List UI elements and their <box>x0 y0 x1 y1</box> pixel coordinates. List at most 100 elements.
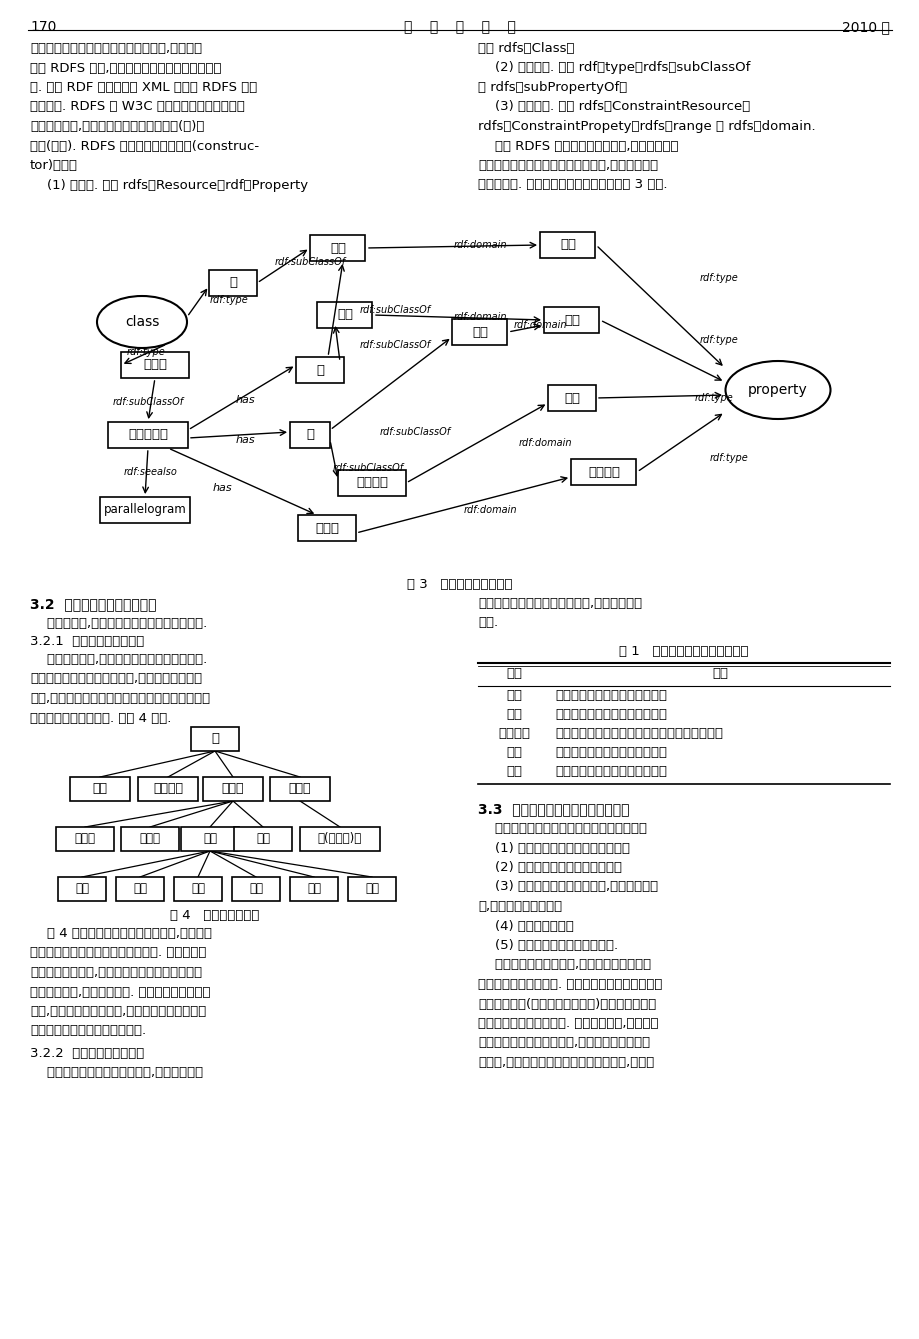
Text: 定点: 定点 <box>93 782 108 795</box>
Bar <box>203 777 263 801</box>
Text: rdf:type: rdf:type <box>694 394 733 403</box>
Bar <box>70 777 130 801</box>
Text: 作用.: 作用. <box>478 616 497 629</box>
Text: 坐标点: 坐标点 <box>74 833 96 845</box>
Text: 对角: 对角 <box>471 325 487 339</box>
Bar <box>181 828 239 852</box>
Text: 图 4 为平面上点属性类的分类结构,提取出了: 图 4 为平面上点属性类的分类结构,提取出了 <box>30 927 211 940</box>
Text: 图 4   点属性类分类树: 图 4 点属性类分类树 <box>170 909 259 923</box>
Text: 广、知识不能陈旧过时等. 除了分类结构,描述设计: 广、知识不能陈旧过时等. 除了分类结构,描述设计 <box>478 1018 658 1030</box>
Text: 相等: 相等 <box>563 313 579 327</box>
Text: 对边: 对边 <box>336 308 353 321</box>
Text: rdfs；ConstraintPropety、rdfs；range 和 rdfs；domain.: rdfs；ConstraintPropety、rdfs；range 和 rdfs… <box>478 121 815 133</box>
Bar <box>289 422 330 449</box>
Text: 的知识本体. 一个平行四边形本体描述如图 3 所示.: 的知识本体. 一个平行四边形本体描述如图 3 所示. <box>478 178 667 191</box>
Bar <box>548 386 596 411</box>
Bar <box>540 232 595 258</box>
Text: 中直接获取知识的方法. 对几何学知识源要求如下：: 中直接获取知识的方法. 对几何学知识源要求如下： <box>478 977 662 991</box>
Bar <box>544 307 599 333</box>
Text: 外心: 外心 <box>191 882 205 896</box>
Bar <box>58 877 106 901</box>
Text: 中(定比分)点: 中(定比分)点 <box>318 833 362 845</box>
Text: 我们在设计几何学本体时提出了以下原则：: 我们在设计几何学本体时提出了以下原则： <box>478 822 646 836</box>
Text: 2010 年: 2010 年 <box>841 20 889 33</box>
Text: rdf:domain: rdf:domain <box>517 438 571 449</box>
Text: 3.3  几何学本体设计方法及知识获取: 3.3 几何学本体设计方法及知识获取 <box>478 802 629 815</box>
Text: 范坻,可分为定点属性类、自由点属性类、半自由点: 范坻,可分为定点属性类、自由点属性类、半自由点 <box>30 692 210 706</box>
Text: 描述点类时所使用到的属性及关系集. 由于属性之: 描述点类时所使用到的属性及关系集. 由于属性之 <box>30 947 206 960</box>
Bar <box>174 877 221 901</box>
Text: 点: 点 <box>229 276 237 289</box>
Text: 平行: 平行 <box>505 690 521 702</box>
Text: 中心: 中心 <box>75 882 89 896</box>
Ellipse shape <box>96 296 187 348</box>
Bar <box>337 470 405 495</box>
Text: 表示一条直线与另一条直线平行: 表示一条直线与另一条直线平行 <box>554 690 666 702</box>
Text: 互补: 互补 <box>563 391 579 404</box>
Bar <box>452 319 507 345</box>
Text: 重心: 重心 <box>249 882 263 896</box>
Text: rdf:subClassOf: rdf:subClassOf <box>332 463 403 473</box>
Bar <box>298 516 356 541</box>
Bar <box>296 358 344 383</box>
Bar <box>317 303 372 328</box>
Text: 内心: 内心 <box>133 882 147 896</box>
Text: (2) 核心特性. 包括 rdf；type、rdfs；subClassOf: (2) 核心特性. 包括 rdf；type、rdfs；subClassOf <box>478 62 750 75</box>
Text: has: has <box>235 435 255 445</box>
Text: (4) 类的命名唯一；: (4) 类的命名唯一； <box>478 920 573 932</box>
Text: 属性类和约束点属性类. 如图 4 所示.: 属性类和约束点属性类. 如图 4 所示. <box>30 711 171 724</box>
Text: 几何学本体中定义了一些关系,这些关系将几: 几何学本体中定义了一些关系,这些关系将几 <box>30 1066 203 1079</box>
Text: 内切: 内切 <box>505 765 521 778</box>
Text: tor)如下：: tor)如下： <box>30 159 78 171</box>
Text: rdf:seealso: rdf:seealso <box>124 467 177 477</box>
Text: 念体系中的概念之间的关系进行描述,生成特定领域: 念体系中的概念之间的关系进行描述,生成特定领域 <box>478 159 657 171</box>
Text: 线上点: 线上点 <box>140 833 160 845</box>
Text: 同旁内角: 同旁内角 <box>356 477 388 490</box>
Text: rdf:type: rdf:type <box>210 295 248 305</box>
Text: 半自由点: 半自由点 <box>153 782 183 795</box>
Text: 垂直平分: 垂直平分 <box>497 727 529 740</box>
Text: 以及 rdfs；Class；: 以及 rdfs；Class； <box>478 42 573 55</box>
Text: rdf:subClassOf: rdf:subClassOf <box>113 396 184 407</box>
Text: 表示一条直线过另一线段的中点且与该线段垂直: 表示一条直线过另一线段的中点且与该线段垂直 <box>554 727 722 740</box>
Text: has: has <box>212 483 232 493</box>
Bar <box>289 877 337 901</box>
Text: 一个本体体系,称为点属性类. 这个本体不含有任何: 一个本体体系,称为点属性类. 这个本体不含有任何 <box>30 986 210 999</box>
Text: 平行: 平行 <box>560 238 575 252</box>
Bar <box>138 777 198 801</box>
Ellipse shape <box>725 362 830 419</box>
Text: has: has <box>235 395 255 404</box>
Text: (5) 专业知识的描述词汇专业化.: (5) 专业知识的描述词汇专业化. <box>478 939 618 952</box>
Text: 外接: 外接 <box>505 746 521 759</box>
Text: 170: 170 <box>30 20 56 33</box>
Text: rdf:type: rdf:type <box>699 335 738 345</box>
Text: 四边形: 四边形 <box>142 359 167 371</box>
Text: 对角线: 对角线 <box>314 521 338 534</box>
Text: 采用 RDFS 规范所提供的构造子,可以对领域概: 采用 RDFS 规范所提供的构造子,可以对领域概 <box>478 139 678 153</box>
Bar <box>300 828 380 852</box>
Text: class: class <box>125 315 159 329</box>
Text: 点: 点 <box>210 732 219 746</box>
Bar <box>347 877 395 901</box>
Text: 垂心: 垂心 <box>307 882 321 896</box>
Bar <box>233 828 291 852</box>
Text: 知识可信度高(如标准化的知识源)、知识覆盖面要: 知识可信度高(如标准化的知识源)、知识覆盖面要 <box>478 998 655 1011</box>
Text: rdf:domain: rdf:domain <box>513 320 566 329</box>
Text: 关系(特性). RDFS 所使用的主要构造子(construc-: 关系(特性). RDFS 所使用的主要构造子(construc- <box>30 139 259 153</box>
Bar <box>108 422 187 449</box>
Text: 关系: 关系 <box>505 667 521 680</box>
Text: 旁心: 旁心 <box>365 882 379 896</box>
Text: 间固有的层次关系,点的属性及关系本身也可形成: 间固有的层次关系,点的属性及关系本身也可形成 <box>30 965 202 979</box>
Text: rdf:domain: rdf:domain <box>453 240 506 250</box>
Text: 心点: 心点 <box>203 833 217 845</box>
Text: property: property <box>747 383 807 396</box>
Text: rdf:type: rdf:type <box>699 273 738 283</box>
Text: 几何学领域的属性和关系时,原则上尽量采用几何: 几何学领域的属性和关系时,原则上尽量采用几何 <box>478 1036 650 1050</box>
Text: 几何学知识中,核心的知识就是关于点的知识.: 几何学知识中,核心的知识就是关于点的知识. <box>30 653 207 665</box>
Bar <box>100 497 190 524</box>
Text: 具体设计本体中的类时,我们采用的是从文本: 具体设计本体中的类时,我们采用的是从文本 <box>478 959 651 972</box>
Text: rdf:subClassOf: rdf:subClassOf <box>379 427 450 437</box>
Text: 平行四边形: 平行四边形 <box>128 428 168 442</box>
Text: (1) 核心类. 包括 rdfs；Resource、rdf；Property: (1) 核心类. 包括 rdfs；Resource、rdf；Property <box>30 178 308 191</box>
Bar <box>232 877 279 901</box>
